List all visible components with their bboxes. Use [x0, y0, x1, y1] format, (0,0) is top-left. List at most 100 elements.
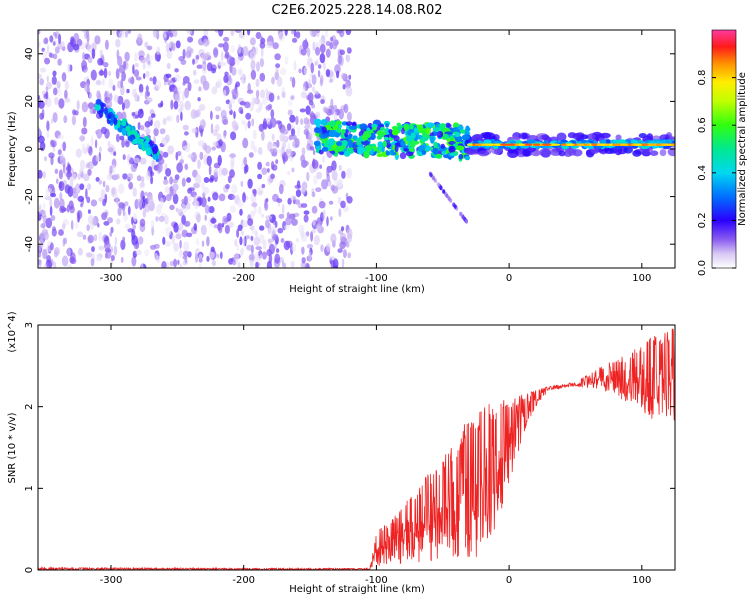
- heatmap-cell: [80, 203, 84, 208]
- heatmap-cell: [612, 143, 621, 146]
- heatmap-cell: [295, 31, 301, 39]
- heatmap-cell: [72, 191, 79, 199]
- heatmap-cell: [432, 176, 436, 181]
- heatmap-cell: [115, 133, 120, 143]
- heatmap-cell: [187, 81, 192, 92]
- heatmap-cell: [280, 238, 285, 243]
- y-tick-label: 40: [24, 47, 35, 60]
- heatmap-cell: [618, 143, 628, 146]
- heatmap-cell: [67, 264, 72, 268]
- heatmap-cell: [242, 192, 246, 203]
- heatmap-cell: [310, 111, 315, 120]
- heatmap-cell: [134, 62, 139, 68]
- heatmap-cell: [167, 80, 171, 86]
- heatmap-cell: [126, 154, 131, 161]
- heatmap-cell: [251, 118, 255, 127]
- heatmap-cell: [218, 193, 226, 202]
- x-tick-label: 100: [632, 575, 651, 586]
- heatmap-cell: [257, 161, 262, 170]
- heatmap-cell: [144, 204, 151, 213]
- heatmap-cell: [246, 244, 253, 251]
- heatmap-cell: [347, 252, 352, 259]
- heatmap-cell: [346, 47, 350, 53]
- heatmap-cell: [283, 262, 287, 268]
- heatmap-cell: [240, 247, 244, 256]
- heatmap-cell: [307, 47, 311, 58]
- heatmap-cell: [131, 256, 137, 267]
- heatmap-cell: [213, 47, 219, 56]
- heatmap-cell: [49, 35, 54, 43]
- heatmap-cell: [278, 31, 285, 42]
- heatmap-cell: [314, 61, 318, 66]
- heatmap-cell: [135, 249, 142, 256]
- heatmap-cell: [206, 236, 210, 247]
- heatmap-cell: [282, 128, 289, 135]
- heatmap-cell: [150, 119, 153, 127]
- heatmap-cell: [433, 141, 438, 149]
- heatmap-cell: [103, 241, 111, 250]
- heatmap-cell: [271, 164, 278, 171]
- heatmap-cell: [346, 111, 352, 122]
- heatmap-cell: [153, 127, 159, 137]
- heatmap-cell: [363, 150, 370, 159]
- heatmap-cell: [52, 53, 58, 60]
- heatmap-cell: [186, 177, 192, 183]
- heatmap-cell: [234, 239, 238, 247]
- heatmap-cell: [394, 145, 399, 153]
- heatmap-cell: [50, 192, 57, 198]
- heatmap-cell: [201, 63, 208, 75]
- heatmap-cell: [191, 128, 198, 134]
- heatmap-cell: [46, 120, 50, 132]
- heatmap-cell: [240, 73, 245, 84]
- heatmap-cell: [198, 86, 202, 92]
- y-tick-label: 20: [24, 95, 35, 108]
- heatmap-cell: [39, 112, 44, 120]
- heatmap-cell: [86, 224, 90, 232]
- heatmap-cell: [311, 205, 318, 214]
- heatmap-cell: [292, 37, 298, 43]
- heatmap-cell: [200, 128, 203, 137]
- heatmap-cell: [312, 219, 316, 226]
- heatmap-cell: [181, 177, 186, 187]
- heatmap-cell: [52, 147, 56, 152]
- heatmap-cell: [166, 49, 173, 60]
- heatmap-cell: [200, 75, 207, 85]
- heatmap-cell: [295, 115, 299, 125]
- heatmap-cell: [176, 114, 180, 124]
- heatmap-cell: [331, 160, 337, 171]
- heatmap-cell: [214, 30, 220, 33]
- heatmap-cell: [71, 115, 76, 126]
- heatmap-cell: [107, 140, 111, 148]
- heatmap-cell: [154, 120, 161, 130]
- heatmap-cell: [98, 70, 105, 76]
- heatmap-cell: [125, 140, 130, 148]
- heatmap-cell: [454, 131, 461, 138]
- heatmap-cell: [341, 170, 346, 179]
- heatmap-cell: [137, 122, 141, 130]
- heatmap-cell: [53, 261, 57, 268]
- heatmap-cell: [405, 151, 414, 157]
- heatmap-cell: [338, 164, 342, 171]
- heatmap-cell: [259, 41, 266, 49]
- heatmap-cell: [267, 103, 273, 110]
- heatmap-cell: [182, 90, 185, 101]
- heatmap-cell: [91, 217, 96, 226]
- heatmap-cell: [77, 195, 85, 202]
- heatmap-cell: [336, 178, 343, 188]
- heatmap-cell: [382, 140, 387, 148]
- heatmap-cell: [318, 64, 322, 69]
- heatmap-cell: [70, 173, 77, 181]
- heatmap-cell: [265, 198, 269, 203]
- heatmap-cell: [104, 193, 108, 204]
- heatmap-cell: [242, 237, 246, 246]
- heatmap-cell: [108, 70, 111, 77]
- heatmap-cell: [483, 132, 496, 141]
- heatmap-cell: [242, 46, 249, 56]
- heatmap-cell: [464, 155, 470, 161]
- heatmap-cell: [41, 209, 47, 216]
- heatmap-cell: [194, 173, 202, 185]
- heatmap-cell: [215, 114, 220, 120]
- heatmap-cell: [132, 224, 137, 230]
- colorbar: 0.0 0.2 0.4 0.6 0.8 Normalized spectral ampl…: [697, 29, 748, 276]
- heatmap-cell: [401, 128, 405, 135]
